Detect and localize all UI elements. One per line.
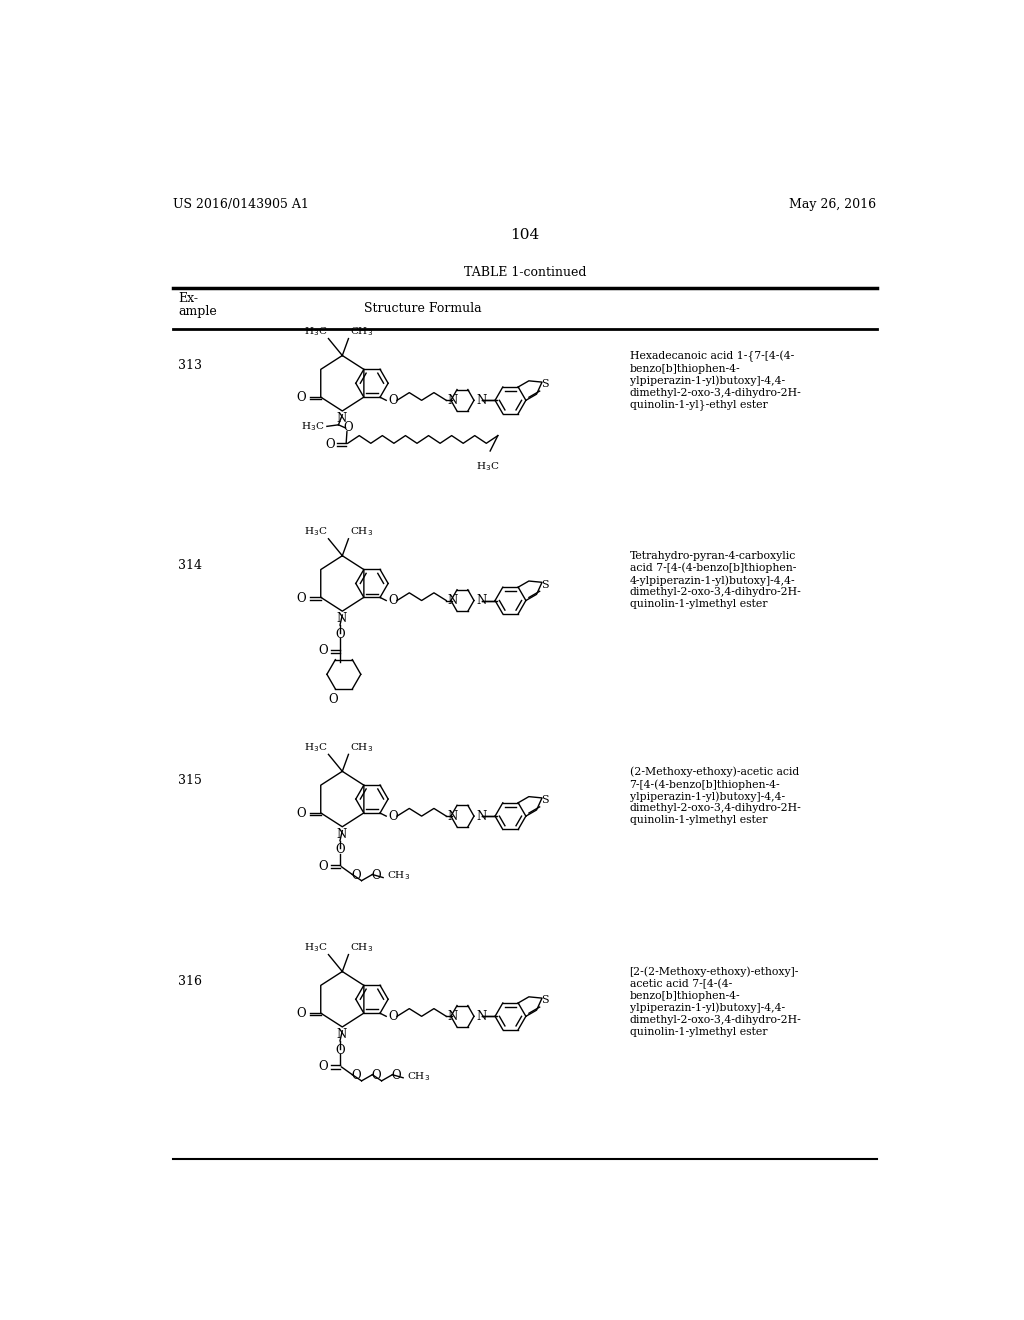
Text: O: O	[318, 859, 329, 873]
Text: Structure Formula: Structure Formula	[365, 302, 482, 314]
Text: N: N	[476, 594, 486, 607]
Text: S: S	[542, 579, 549, 590]
Text: 314: 314	[178, 558, 203, 572]
Text: N: N	[337, 612, 347, 624]
Text: H$_3$C: H$_3$C	[303, 325, 327, 338]
Text: O: O	[388, 594, 398, 607]
Text: N: N	[476, 1010, 486, 1023]
Text: 315: 315	[178, 775, 202, 788]
Text: (2-Methoxy-ethoxy)-acetic acid
7-[4-(4-benzo[b]thiophen-4-
ylpiperazin-1-yl)buto: (2-Methoxy-ethoxy)-acetic acid 7-[4-(4-b…	[630, 767, 801, 825]
Text: ample: ample	[178, 305, 217, 318]
Text: O: O	[372, 1069, 381, 1082]
Text: N: N	[447, 809, 458, 822]
Text: May 26, 2016: May 26, 2016	[788, 198, 876, 211]
Text: TABLE 1-continued: TABLE 1-continued	[464, 267, 586, 280]
Text: N: N	[337, 1028, 347, 1040]
Text: S: S	[542, 995, 549, 1006]
Text: O: O	[297, 591, 306, 605]
Text: Hexadecanoic acid 1-{7-[4-(4-
benzo[b]thiophen-4-
ylpiperazin-1-yl)butoxy]-4,4-
: Hexadecanoic acid 1-{7-[4-(4- benzo[b]th…	[630, 351, 801, 411]
Text: [2-(2-Methoxy-ethoxy)-ethoxy]-
acetic acid 7-[4-(4-
benzo[b]thiophen-4-
ylpipera: [2-(2-Methoxy-ethoxy)-ethoxy]- acetic ac…	[630, 966, 801, 1036]
Text: Ex-: Ex-	[178, 293, 199, 305]
Text: N: N	[476, 393, 486, 407]
Text: 313: 313	[178, 359, 203, 372]
Text: N: N	[447, 393, 458, 407]
Text: S: S	[542, 379, 549, 389]
Text: 104: 104	[510, 227, 540, 242]
Text: N: N	[447, 1010, 458, 1023]
Text: 316: 316	[178, 974, 203, 987]
Text: H$_3$C: H$_3$C	[303, 525, 327, 539]
Text: O: O	[391, 1069, 401, 1082]
Text: H$_3$C: H$_3$C	[476, 461, 500, 473]
Text: O: O	[372, 869, 381, 882]
Text: O: O	[297, 1007, 306, 1020]
Text: CH$_3$: CH$_3$	[350, 741, 373, 754]
Text: N: N	[476, 809, 486, 822]
Text: N: N	[337, 828, 347, 841]
Text: H$_3$C: H$_3$C	[301, 420, 325, 433]
Text: O: O	[297, 391, 306, 404]
Text: N: N	[337, 412, 347, 425]
Text: H$_3$C: H$_3$C	[303, 741, 327, 754]
Text: O: O	[335, 628, 345, 640]
Text: CH$_3$: CH$_3$	[350, 325, 373, 338]
Text: O: O	[335, 843, 345, 857]
Text: O: O	[351, 869, 361, 882]
Text: Tetrahydro-pyran-4-carboxylic
acid 7-[4-(4-benzo[b]thiophen-
4-ylpiperazin-1-yl): Tetrahydro-pyran-4-carboxylic acid 7-[4-…	[630, 552, 801, 609]
Text: US 2016/0143905 A1: US 2016/0143905 A1	[173, 198, 309, 211]
Text: N: N	[447, 594, 458, 607]
Text: O: O	[329, 693, 338, 706]
Text: O: O	[388, 809, 398, 822]
Text: CH$_3$: CH$_3$	[387, 870, 411, 883]
Text: O: O	[335, 1044, 345, 1056]
Text: H$_3$C: H$_3$C	[303, 941, 327, 954]
Text: O: O	[325, 437, 335, 450]
Text: O: O	[318, 644, 329, 657]
Text: O: O	[388, 393, 398, 407]
Text: O: O	[318, 1060, 329, 1073]
Text: CH$_3$: CH$_3$	[350, 941, 373, 954]
Text: O: O	[351, 1069, 361, 1082]
Text: O: O	[297, 807, 306, 820]
Text: O: O	[343, 421, 352, 434]
Text: CH$_3$: CH$_3$	[350, 525, 373, 539]
Text: S: S	[542, 795, 549, 805]
Text: CH$_3$: CH$_3$	[407, 1069, 430, 1082]
Text: O: O	[388, 1010, 398, 1023]
